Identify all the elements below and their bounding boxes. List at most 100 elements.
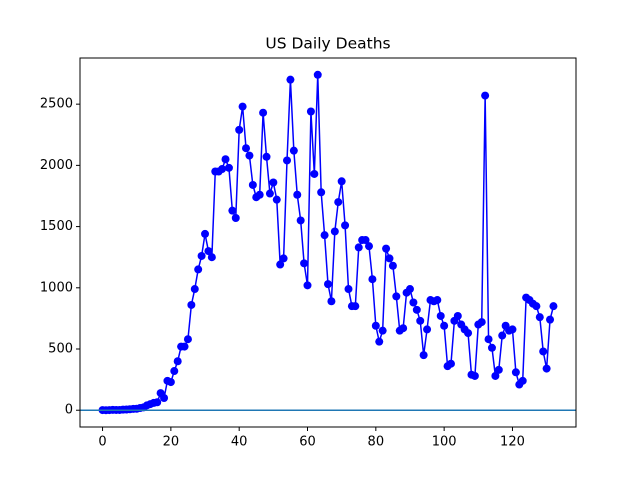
x-tick-label: 120 (500, 435, 525, 450)
data-point (484, 335, 493, 344)
data-point (286, 75, 295, 84)
data-point (310, 169, 319, 178)
data-point (532, 302, 541, 311)
data-point (399, 324, 408, 333)
data-point (511, 368, 520, 377)
data-point (416, 316, 425, 325)
data-point (440, 321, 449, 330)
data-point (470, 371, 479, 380)
x-tick-label: 60 (299, 435, 316, 450)
y-tick-label: 500 (48, 342, 73, 357)
data-point (378, 326, 387, 335)
chart-title: US Daily Deaths (265, 35, 390, 53)
data-point (187, 300, 196, 309)
data-point (433, 296, 442, 305)
data-point (549, 302, 558, 311)
data-point (293, 190, 302, 199)
data-point (364, 242, 373, 251)
data-point (224, 163, 233, 172)
data-point (371, 321, 380, 330)
data-point (330, 227, 339, 236)
data-point (242, 144, 251, 153)
data-point (300, 259, 309, 268)
data-point (477, 318, 486, 327)
data-point (289, 146, 298, 155)
data-point (201, 229, 210, 238)
data-point (508, 325, 517, 334)
data-point (375, 337, 384, 346)
data-point (351, 302, 360, 311)
data-point (487, 343, 496, 352)
data-point (218, 165, 227, 174)
x-tick-label: 80 (368, 435, 385, 450)
data-point (197, 251, 206, 260)
data-point (228, 206, 237, 215)
data-point (255, 190, 264, 199)
data-point (446, 359, 455, 368)
data-point (194, 265, 203, 274)
data-point (385, 254, 394, 263)
y-tick-label: 1500 (40, 219, 73, 234)
data-point (153, 398, 162, 407)
data-point (419, 351, 428, 360)
data-point (535, 313, 544, 322)
data-point (269, 178, 278, 187)
data-point (368, 275, 377, 284)
data-point (170, 367, 179, 376)
data-point (546, 315, 555, 324)
data-point (204, 247, 213, 256)
data-point (276, 260, 285, 269)
data-point (180, 342, 189, 351)
data-point (405, 285, 414, 294)
x-tick-label: 40 (231, 435, 248, 450)
data-point (341, 221, 350, 230)
data-point (436, 311, 445, 320)
data-point (539, 347, 548, 356)
data-point (491, 371, 500, 380)
data-point (494, 365, 503, 374)
data-point (320, 231, 329, 240)
data-point (279, 254, 288, 263)
data-point (183, 335, 192, 344)
data-point (173, 357, 182, 366)
data-point (453, 311, 462, 320)
data-point (412, 305, 421, 314)
data-point (337, 177, 346, 186)
axes-frame (79, 57, 577, 428)
data-point (166, 378, 175, 387)
data-point (542, 364, 551, 373)
data-point (423, 325, 432, 334)
data-point (160, 393, 169, 402)
data-point (498, 331, 507, 340)
data-point (392, 292, 401, 301)
x-tick-label: 0 (98, 435, 106, 450)
data-point (283, 156, 292, 165)
data-point (344, 285, 353, 294)
data-point (221, 155, 230, 164)
data-point (313, 70, 322, 79)
y-tick-label: 2500 (40, 97, 73, 112)
data-point (354, 243, 363, 252)
x-tick-label: 20 (163, 435, 180, 450)
data-point (238, 102, 247, 111)
data-point (303, 281, 312, 290)
data-point (207, 253, 216, 262)
data-point (327, 297, 336, 306)
data-point (262, 152, 271, 161)
data-point (245, 151, 254, 160)
data-point (361, 236, 370, 245)
data-point (306, 107, 315, 116)
data-point (464, 329, 473, 338)
data-point (317, 188, 326, 197)
y-tick-label: 0 (65, 403, 73, 418)
data-point (190, 285, 199, 294)
data-point (481, 91, 490, 100)
data-point (518, 376, 527, 385)
data-point (265, 189, 274, 198)
data-point (334, 198, 343, 207)
data-point (324, 280, 332, 289)
data-point (382, 244, 391, 253)
data-point (409, 298, 418, 307)
data-point (259, 108, 268, 117)
